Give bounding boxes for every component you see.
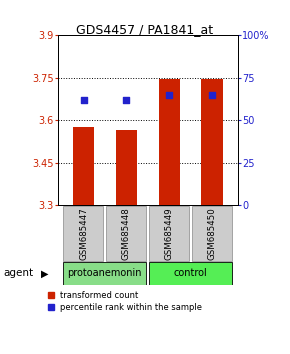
Text: GSM685449: GSM685449	[165, 207, 174, 260]
Bar	[159, 79, 180, 205]
Text: ▶: ▶	[41, 268, 49, 279]
Bar	[73, 127, 94, 205]
Legend: transformed count, percentile rank within the sample: transformed count, percentile rank withi…	[48, 291, 202, 312]
Text: GSM685448: GSM685448	[122, 207, 131, 260]
Text: GSM685447: GSM685447	[79, 207, 88, 260]
Point	[167, 92, 172, 98]
Bar	[149, 206, 189, 261]
Bar	[202, 79, 223, 205]
Text: GDS4457 / PA1841_at: GDS4457 / PA1841_at	[77, 23, 213, 36]
Text: protoanemonin: protoanemonin	[67, 268, 142, 279]
Bar	[192, 206, 232, 261]
Bar	[149, 262, 232, 285]
Bar	[63, 206, 103, 261]
Text: GSM685450: GSM685450	[208, 207, 217, 260]
Point	[210, 92, 214, 98]
Bar	[106, 206, 146, 261]
Point	[81, 97, 86, 103]
Bar	[63, 262, 146, 285]
Text: control: control	[173, 268, 207, 279]
Text: agent: agent	[3, 268, 33, 279]
Bar	[116, 130, 137, 205]
Point	[124, 97, 129, 103]
